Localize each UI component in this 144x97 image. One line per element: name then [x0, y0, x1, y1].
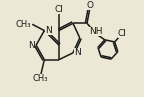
- Text: N: N: [45, 26, 52, 35]
- Text: NH: NH: [89, 27, 103, 36]
- Text: N: N: [74, 48, 81, 57]
- Text: CH₃: CH₃: [33, 74, 48, 83]
- Text: Cl: Cl: [54, 5, 63, 14]
- Text: O: O: [86, 1, 93, 10]
- Text: N: N: [29, 41, 35, 50]
- Text: Cl: Cl: [118, 29, 127, 38]
- Text: CH₃: CH₃: [16, 20, 31, 29]
